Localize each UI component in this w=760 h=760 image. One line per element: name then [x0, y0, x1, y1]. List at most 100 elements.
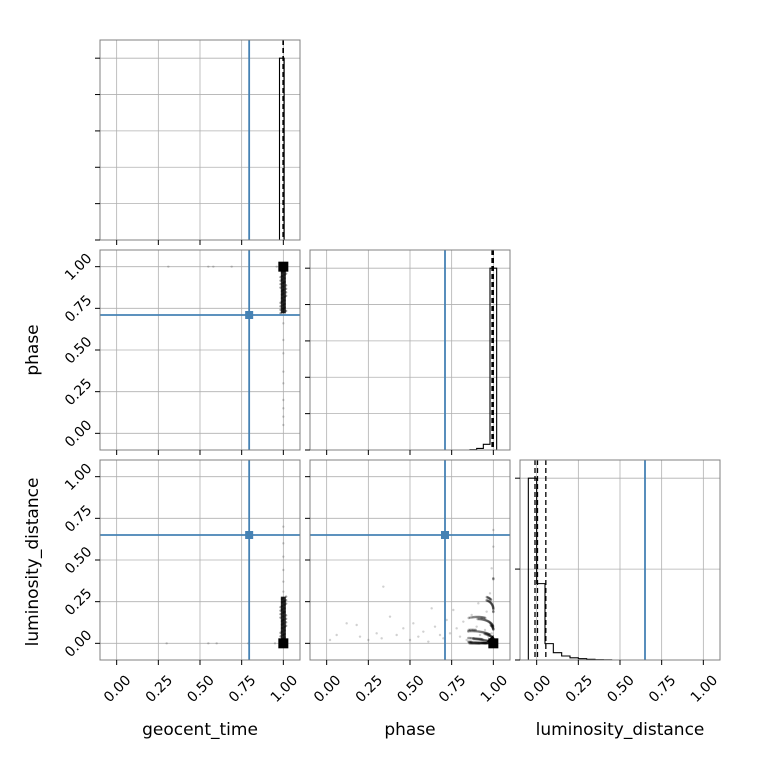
y-tick-label: 0.25	[62, 376, 95, 409]
dense-sample-point	[487, 620, 491, 623]
dense-sample-point	[467, 636, 470, 640]
dense-sample-point	[279, 275, 282, 279]
dense-sample-point	[480, 618, 484, 621]
dense-sample-point	[477, 630, 481, 633]
sample-point	[282, 415, 285, 418]
x-tick-label: 0.75	[436, 672, 469, 705]
sample-point	[472, 637, 475, 640]
sample-point	[282, 568, 285, 572]
dense-sample-point	[477, 641, 480, 645]
dense-sample-point	[282, 618, 285, 622]
dense-sample-point	[284, 272, 288, 275]
dense-sample-point	[489, 598, 493, 602]
dense-sample-point	[477, 638, 480, 641]
density-column	[280, 266, 286, 314]
y-axis-label-phase: phase	[23, 324, 43, 375]
sample-point	[417, 635, 420, 638]
dense-sample-point	[279, 308, 282, 312]
dense-sample-point	[279, 279, 282, 282]
sample-point	[388, 615, 392, 618]
dense-sample-point	[280, 289, 284, 293]
sample-point	[412, 622, 415, 625]
dense-sample-point	[492, 610, 495, 614]
dense-sample-point	[489, 601, 492, 604]
dense-sample-point	[468, 629, 472, 633]
sample-point	[275, 265, 278, 268]
dense-sample-point	[487, 632, 491, 636]
sample-point	[478, 633, 482, 637]
dense-sample-point	[476, 641, 479, 645]
dense-sample-point	[475, 615, 479, 619]
dense-sample-point	[283, 603, 286, 607]
dense-sample-point	[483, 616, 487, 620]
dense-sample-point	[479, 637, 483, 641]
dense-sample-point	[488, 633, 492, 636]
x-tick-label: 0.25	[143, 672, 176, 705]
sample-point	[282, 370, 285, 373]
dense-sample-point	[484, 642, 488, 645]
dense-sample-point	[280, 604, 284, 608]
dense-sample-point	[468, 641, 472, 645]
dense-sample-point	[484, 632, 487, 636]
sample-point	[282, 398, 285, 402]
dense-sample-point	[492, 628, 495, 631]
dense-sample-point	[283, 280, 286, 284]
sample-point	[487, 635, 490, 638]
dense-sample-point	[491, 625, 494, 629]
dense-sample-point	[486, 596, 490, 599]
dense-sample-point	[483, 631, 487, 635]
dense-sample-point	[473, 641, 476, 645]
sample-point	[490, 567, 493, 570]
dense-sample-point	[468, 616, 472, 619]
dense-sample-point	[279, 635, 282, 638]
dense-sample-point	[474, 641, 477, 645]
dense-sample-point	[480, 642, 483, 645]
dense-sample-point	[481, 641, 485, 644]
truth-marker	[441, 531, 449, 539]
sample-point	[282, 338, 285, 342]
dense-sample-point	[280, 630, 284, 633]
sample-point	[282, 525, 285, 528]
dense-sample-point	[280, 626, 284, 630]
dense-sample-point	[470, 640, 474, 644]
sample-point	[488, 592, 492, 595]
dense-sample-point	[482, 618, 486, 622]
dense-sample-point	[480, 638, 484, 642]
y-axis-label-luminosity-distance: luminosity_distance	[23, 478, 43, 647]
dense-sample-point	[280, 608, 284, 611]
dense-sample-point	[280, 619, 284, 623]
sample-point	[485, 610, 488, 613]
dense-sample-point	[474, 637, 478, 641]
x-tick-label: 1.00	[478, 672, 511, 705]
dense-sample-point	[491, 624, 494, 627]
dense-sample-point	[473, 640, 477, 644]
sample-point	[335, 633, 338, 637]
dense-sample-point	[279, 605, 282, 609]
sample-point	[282, 407, 285, 410]
dense-sample-point	[284, 624, 288, 628]
dense-sample-point	[468, 628, 472, 632]
dense-sample-point	[279, 301, 282, 305]
dense-sample-point	[483, 638, 486, 642]
sample-point	[282, 382, 285, 385]
dense-sample-point	[471, 615, 475, 619]
sample-point	[367, 638, 370, 642]
dense-sample-point	[473, 629, 477, 633]
sample-point	[380, 637, 383, 640]
dense-sample-point	[483, 632, 486, 636]
y-tick-label: 0.50	[62, 334, 95, 367]
dense-sample-point	[472, 640, 475, 644]
dense-sample-point	[490, 602, 494, 606]
sample-point	[207, 265, 210, 268]
dense-sample-point	[279, 286, 282, 289]
sample-point	[448, 632, 452, 635]
dense-sample-point	[282, 285, 285, 288]
dense-sample-point	[482, 631, 486, 634]
dense-sample-point	[280, 601, 284, 604]
dense-sample-point	[472, 637, 475, 641]
sample-point	[395, 633, 398, 637]
sample-point	[433, 625, 437, 628]
dense-sample-point	[284, 284, 288, 287]
dense-sample-point	[473, 628, 476, 632]
dense-sample-point	[487, 634, 491, 637]
